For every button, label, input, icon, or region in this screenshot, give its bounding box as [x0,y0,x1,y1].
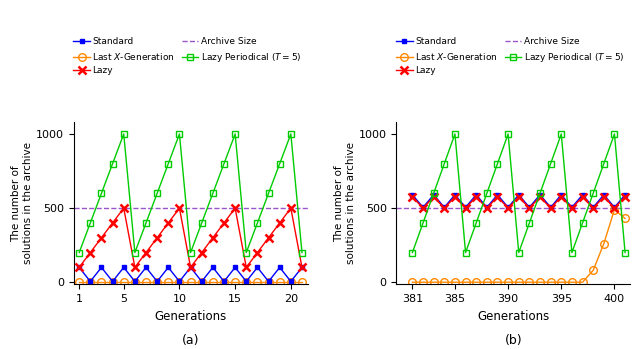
Legend: Standard, Last $X$-Generation, Lazy, Archive Size, Lazy Periodical ($T = 5$): Standard, Last $X$-Generation, Lazy, Arc… [396,37,625,75]
X-axis label: Generations: Generations [154,310,227,323]
X-axis label: Generations: Generations [477,310,550,323]
Y-axis label: The number of
solutions in the archive: The number of solutions in the archive [12,142,33,264]
Legend: Standard, Last $X$-Generation, Lazy, Archive Size, Lazy Periodical ($T = 5$): Standard, Last $X$-Generation, Lazy, Arc… [74,37,302,75]
Y-axis label: The number of
solutions in the archive: The number of solutions in the archive [334,142,356,264]
Title: (a): (a) [182,334,199,347]
Title: (b): (b) [504,334,522,347]
